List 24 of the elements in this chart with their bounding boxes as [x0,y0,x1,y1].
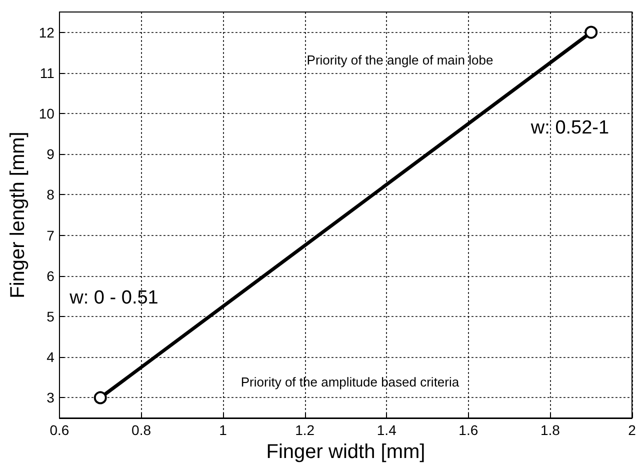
annotation: Priority of the angle of main lobe [306,52,494,68]
x-tick-label: 1.6 [458,422,478,438]
x-tick-label: 1 [219,422,228,438]
x-tick-label: 1.4 [376,422,397,438]
x-tick-label: 1.2 [295,422,315,438]
y-tick-label: 12 [38,24,55,40]
y-tick-label: 6 [46,268,55,284]
y-tick-label: 3 [46,390,55,406]
annotation: w: 0 - 0.51 [68,288,158,308]
y-tick-label: 10 [38,106,55,122]
annotation: Priority of the amplitude based criteria [240,374,460,390]
y-tick-label: 7 [46,227,55,244]
x-tick-label: 0.6 [50,422,70,438]
x-axis-title: Finger width [mm] [266,441,426,463]
x-tick-label: 0.8 [132,422,152,438]
y-tick-label: 9 [46,146,55,162]
y-axis-title: Finger length [mm] [7,132,29,298]
y-tick-label: 11 [40,64,55,81]
y-tick-label: 4 [46,349,55,366]
annotation: w: 0.52-1 [530,118,610,138]
y-tick-label: 8 [46,186,55,203]
x-tick-label: 1.8 [540,422,560,438]
x-tick-label: 2 [628,422,636,438]
y-tick-label: 5 [46,308,55,324]
